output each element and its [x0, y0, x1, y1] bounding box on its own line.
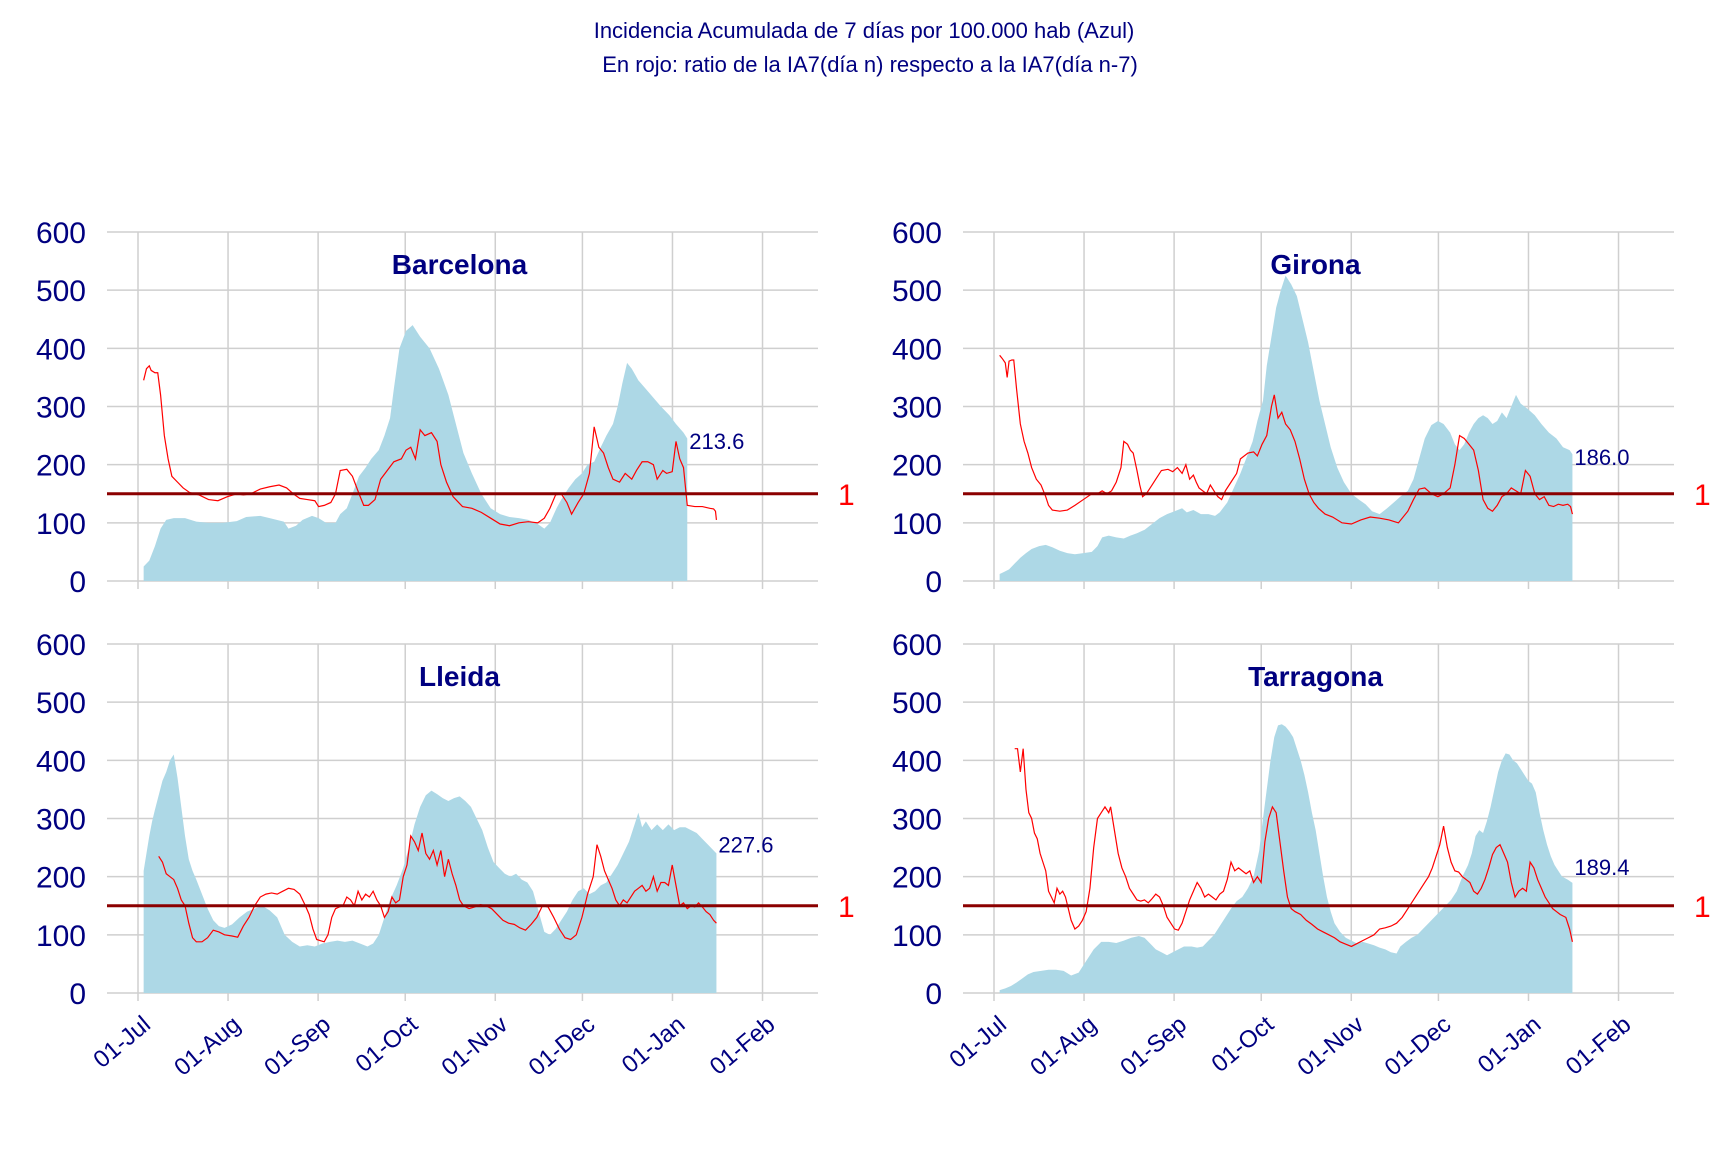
x-tick-label: 01-Nov [437, 1011, 514, 1081]
last-value-label: 186.0 [1574, 445, 1629, 470]
y-tick-label: 400 [36, 745, 86, 778]
y-tick-label: 400 [892, 333, 942, 366]
reference-label: 1 [838, 479, 855, 512]
chart-title-line-2: En rojo: ratio de la IA7(día n) respecto… [602, 52, 1138, 77]
x-tick-label: 01-Oct [1207, 1011, 1280, 1078]
panel-girona: 0 100 200 300 400 500 600 1 186.0 Girona [892, 217, 1711, 599]
y-tick-label: 300 [36, 392, 86, 425]
y-tick-label: 400 [892, 745, 942, 778]
y-tick-label: 0 [925, 566, 942, 599]
y-tick-label: 100 [892, 508, 942, 541]
x-tick-label: 01-Aug [1025, 1011, 1102, 1081]
x-tick-label: 01-Dec [1380, 1011, 1457, 1081]
x-tick-label: 01-Sep [1115, 1011, 1192, 1081]
x-tick-label: 01-Nov [1293, 1011, 1370, 1081]
y-tick-label: 500 [36, 275, 86, 308]
x-tick-label: 01-Jul [88, 1011, 155, 1074]
x-tick-label: 01-Feb [705, 1011, 781, 1081]
y-tick-label: 500 [892, 275, 942, 308]
x-tick-label: 01-Sep [259, 1011, 336, 1081]
ratio-line [999, 354, 1574, 525]
reference-label: 1 [1694, 479, 1711, 512]
incidence-area [143, 325, 688, 581]
last-value-label: 189.4 [1574, 855, 1629, 880]
y-tick-label: 300 [892, 392, 942, 425]
x-tick-label: 01-Oct [351, 1011, 424, 1078]
y-tick-label: 600 [892, 217, 942, 250]
y-tick-label: 100 [892, 920, 942, 953]
y-tick-label: 0 [69, 978, 86, 1011]
y-tick-label: 200 [36, 450, 86, 483]
x-tick-label: 01-Jan [1473, 1011, 1547, 1079]
y-tick-label: 200 [892, 450, 942, 483]
panel-title: Barcelona [392, 249, 528, 280]
y-tick-label: 500 [892, 687, 942, 720]
chart-panels: 01002003004005006001213.6Barcelona010020… [36, 217, 1711, 1081]
ratio-line [158, 832, 717, 943]
x-tick-label: 01-Aug [169, 1011, 246, 1081]
panel-title: Lleida [419, 661, 500, 692]
y-tick-label: 400 [36, 333, 86, 366]
y-tick-label: 0 [69, 566, 86, 599]
y-tick-label: 600 [36, 217, 86, 250]
y-tick-label: 300 [892, 804, 942, 837]
y-tick-label: 200 [892, 862, 942, 895]
ratio-line [1014, 748, 1574, 948]
reference-label: 1 [1694, 891, 1711, 924]
y-tick-label: 500 [36, 687, 86, 720]
y-tick-label: 200 [36, 862, 86, 895]
y-tick-label: 100 [36, 920, 86, 953]
panel-title: Tarragona [1248, 661, 1383, 692]
chart-title-line-1: Incidencia Acumulada de 7 días por 100.0… [594, 18, 1135, 43]
last-value-label: 227.6 [718, 833, 773, 858]
x-tick-label: 01-Feb [1561, 1011, 1637, 1081]
panel-title: Girona [1270, 249, 1361, 280]
ratio-line [143, 364, 718, 527]
y-tick-label: 0 [925, 978, 942, 1011]
incidence-area [143, 754, 717, 993]
last-value-label: 213.6 [689, 429, 744, 454]
y-tick-label: 100 [36, 508, 86, 541]
panel-barcelona: 0 100 200 300 400 500 600 1 213.6 Barcelona [36, 217, 855, 599]
incidence-area [999, 275, 1573, 581]
y-tick-label: 600 [892, 629, 942, 662]
x-tick-label: 01-Dec [524, 1011, 601, 1081]
x-tick-label: 01-Jan [617, 1011, 691, 1079]
incidence-area [999, 724, 1573, 993]
x-tick-label: 01-Jul [944, 1011, 1011, 1074]
y-tick-label: 600 [36, 629, 86, 662]
reference-label: 1 [838, 891, 855, 924]
y-tick-label: 300 [36, 804, 86, 837]
